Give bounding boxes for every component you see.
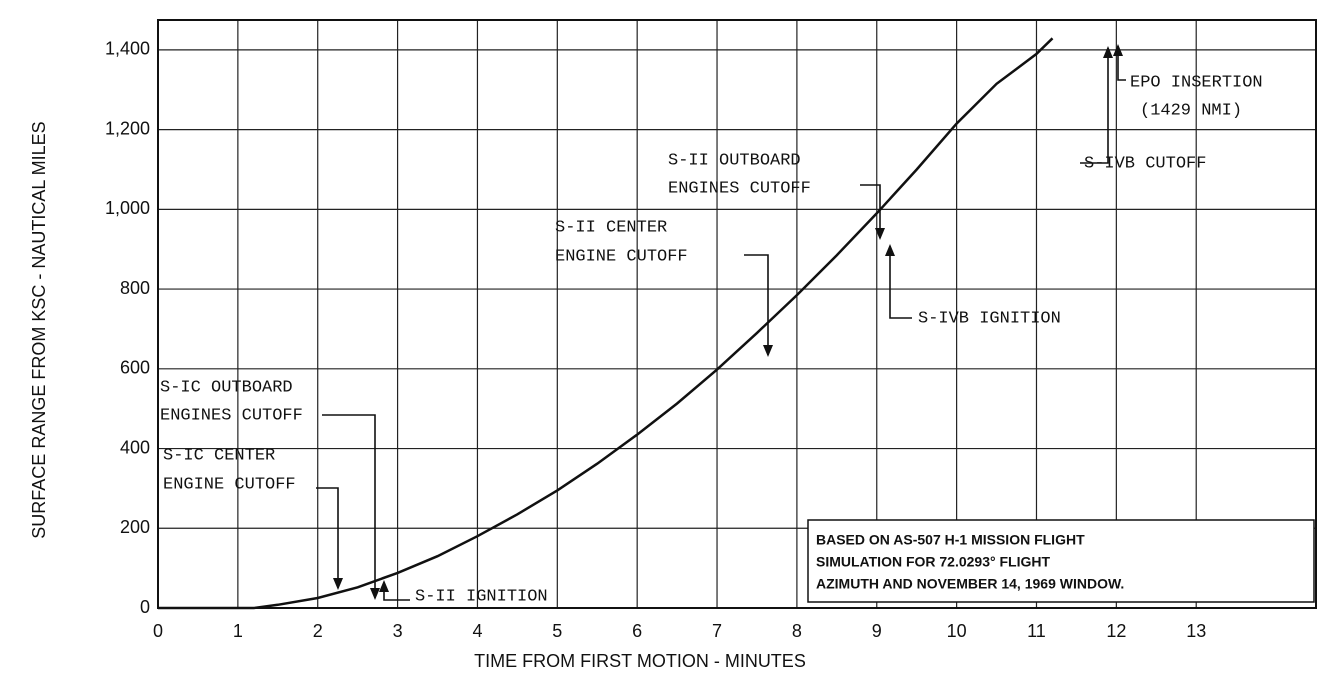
- leader: [860, 184, 881, 238]
- y-tick-label: 200: [120, 517, 150, 537]
- leader: [744, 254, 769, 355]
- y-tick-label: 1,400: [105, 39, 150, 59]
- x-axis-label: TIME FROM FIRST MOTION - MINUTES: [474, 651, 806, 671]
- plot-frame: [157, 19, 1317, 609]
- y-tick-label: 1,200: [105, 118, 150, 138]
- x-tick-label: 3: [393, 621, 403, 641]
- leader: [322, 414, 376, 598]
- y-tick-label: 1,000: [105, 198, 150, 218]
- leader: [316, 487, 339, 588]
- annotation: ENGINES CUTOFF: [668, 179, 811, 198]
- x-tick-label: 11: [1027, 621, 1046, 641]
- annotation: ENGINE CUTOFF: [555, 247, 688, 266]
- leader: [1080, 48, 1109, 164]
- x-tick-label: 4: [472, 621, 482, 641]
- annotation: S-IC CENTER: [163, 446, 275, 465]
- x-tick-label: 1: [233, 621, 243, 641]
- y-tick-label: 600: [120, 358, 150, 378]
- annotation: ENGINE CUTOFF: [163, 475, 296, 494]
- leader: [1117, 46, 1126, 81]
- x-tick-label: 0: [153, 621, 163, 641]
- x-tick-label: 10: [947, 621, 967, 641]
- x-tick-label: 12: [1106, 621, 1126, 641]
- annotation: EPO INSERTION: [1130, 73, 1263, 92]
- annotation: S-II CENTER: [555, 218, 667, 237]
- annotation: S-IVB CUTOFF: [1084, 154, 1206, 173]
- annotation: S-IVB IGNITION: [918, 309, 1061, 328]
- x-tick-label: 5: [552, 621, 562, 641]
- leaders: [316, 44, 1126, 601]
- y-axis-label: SURFACE RANGE FROM KSC - NAUTICAL MILES: [29, 121, 49, 538]
- leader: [889, 246, 912, 319]
- x-tick-label: 8: [792, 621, 802, 641]
- annotation: S-IC OUTBOARD: [160, 378, 293, 397]
- annotation: S-II OUTBOARD: [668, 151, 801, 170]
- note-line: SIMULATION FOR 72.0293° FLIGHT: [816, 554, 1050, 570]
- x-tick-label: 6: [632, 621, 642, 641]
- note-line: BASED ON AS-507 H-1 MISSION FLIGHT: [816, 532, 1085, 548]
- note-line: AZIMUTH AND NOVEMBER 14, 1969 WINDOW.: [816, 576, 1124, 592]
- x-tick-label: 2: [313, 621, 323, 641]
- annotation: (1429 NMI): [1140, 101, 1242, 120]
- y-tick-label: 400: [120, 437, 150, 457]
- y-tick-label: 0: [140, 597, 150, 617]
- y-tick-label: 800: [120, 278, 150, 298]
- note-box: [807, 519, 1315, 603]
- x-tick-label: 7: [712, 621, 722, 641]
- x-tick-label: 13: [1186, 621, 1206, 641]
- annotation: ENGINES CUTOFF: [160, 406, 303, 425]
- x-tick-label: 9: [872, 621, 882, 641]
- line: [158, 37, 1054, 610]
- annotation: S-II IGNITION: [415, 587, 548, 606]
